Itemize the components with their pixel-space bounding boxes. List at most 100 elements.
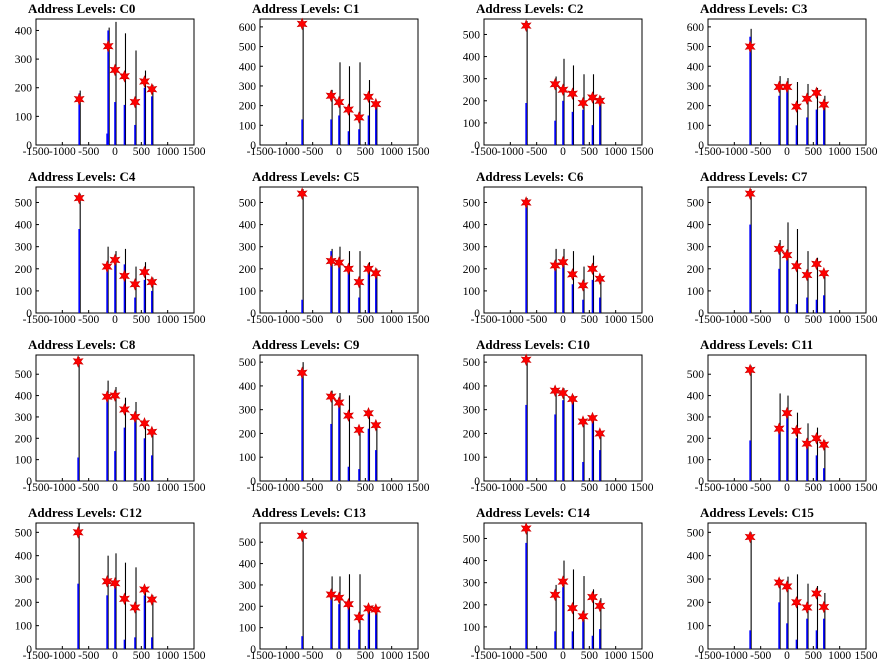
x-tick-label: 1000 — [828, 314, 851, 326]
star-marker — [325, 254, 337, 268]
star-marker — [363, 406, 374, 420]
chart-panel: Address Levels: C8 100 200 300 400 500 0 -1500-… — [0, 336, 224, 504]
x-tick-label: -500 — [526, 482, 547, 494]
star-marker — [587, 590, 598, 604]
x-tick-label: 1500 — [407, 650, 430, 662]
x-tick-label: 1500 — [407, 146, 430, 158]
x-tick-label: -1000 — [721, 482, 748, 494]
x-tick-label: 0 — [112, 650, 118, 662]
star-marker — [325, 588, 337, 601]
star-marker — [781, 580, 793, 593]
star-marker — [567, 268, 578, 281]
x-tick-label: 1000 — [828, 482, 851, 494]
star-marker — [801, 601, 813, 614]
star-marker — [791, 596, 802, 609]
x-tick-label: 0 — [112, 314, 118, 326]
chart-panel: Address Levels: C11 100 200 300 400 500 0 -1500… — [672, 336, 896, 504]
y-tick-label: 0 — [250, 140, 256, 152]
y-tick-label: 300 — [15, 242, 33, 254]
x-tick-label: 1500 — [407, 482, 430, 494]
chart-panel: Address Levels: C9 100 200 300 400 500 0 -1500-… — [224, 336, 448, 504]
x-tick-label: 1500 — [407, 314, 430, 326]
star-marker — [801, 437, 813, 450]
x-tick-label: 1000 — [604, 146, 627, 158]
star-marker — [744, 40, 756, 53]
y-tick-label: 500 — [463, 533, 481, 545]
y-tick-label: 400 — [239, 559, 257, 571]
x-tick-label: -500 — [526, 146, 547, 158]
x-tick-label: -1000 — [721, 314, 748, 326]
chart-panel: Address Levels: C14 100 200 300 400 500 0 -1500… — [448, 504, 672, 672]
star-marker — [594, 94, 606, 108]
x-tick-label: -1500 — [695, 146, 722, 158]
x-tick-label: 1500 — [855, 650, 878, 662]
x-tick-label: 1000 — [156, 146, 179, 158]
star-marker — [129, 410, 141, 424]
star-marker — [818, 266, 830, 280]
x-tick-label: 0 — [784, 482, 790, 494]
y-tick-label: 500 — [687, 369, 705, 381]
star-marker — [101, 260, 113, 273]
y-tick-label: 500 — [687, 197, 705, 209]
chart-svg: Address Levels: C141002003004005000-1500… — [463, 505, 654, 662]
x-tick-label: -1000 — [273, 650, 300, 662]
star-marker — [781, 248, 793, 262]
star-marker — [343, 262, 354, 276]
star-marker — [370, 266, 382, 280]
y-tick-label: 400 — [15, 551, 33, 563]
x-tick-label: 1000 — [156, 650, 179, 662]
x-tick-label: -500 — [78, 146, 99, 158]
x-tick-label: -500 — [302, 650, 323, 662]
star-marker — [343, 597, 354, 611]
star-marker — [567, 601, 578, 615]
chart-panel: Address Levels: C0 100 200 300 400 0 -1500 -100… — [0, 0, 224, 168]
chart-svg: Address Levels: C121002003004005000-1500… — [15, 505, 206, 662]
x-tick-label: -1000 — [49, 482, 76, 494]
star-marker — [353, 111, 365, 124]
y-tick-label: 0 — [474, 644, 480, 656]
chart-svg: Address Levels: C71002003004005000-1500-… — [687, 169, 878, 326]
y-tick-label: 0 — [474, 476, 480, 488]
y-tick-label: 600 — [687, 22, 705, 34]
y-tick-label: 300 — [463, 578, 481, 590]
star-marker — [343, 103, 354, 116]
x-tick-label: 1000 — [604, 314, 627, 326]
star-marker — [72, 526, 84, 539]
star-marker — [370, 97, 382, 111]
star-marker — [363, 602, 374, 615]
star-marker — [119, 592, 130, 606]
star-marker — [109, 63, 121, 77]
y-tick-label: 200 — [15, 597, 33, 609]
y-tick-label: 300 — [687, 574, 705, 586]
y-tick-label: 400 — [239, 381, 257, 393]
y-tick-label: 600 — [239, 22, 257, 34]
y-tick-label: 0 — [250, 308, 256, 320]
y-tick-label: 400 — [687, 61, 705, 73]
star-marker — [744, 187, 756, 200]
star-marker — [296, 529, 308, 543]
chart-svg: Address Levels: C131002003004005000-1500… — [239, 505, 430, 662]
chart-title: Address Levels: C9 — [252, 337, 360, 352]
x-tick-label: 1500 — [855, 482, 878, 494]
x-tick-label: 500 — [133, 146, 151, 158]
x-tick-label: -1000 — [49, 314, 76, 326]
y-tick-label: 100 — [463, 286, 481, 298]
star-marker — [119, 269, 130, 283]
y-tick-label: 400 — [463, 52, 481, 64]
y-tick-label: 100 — [15, 455, 33, 467]
x-tick-label: -1000 — [273, 314, 300, 326]
y-tick-label: 300 — [463, 74, 481, 86]
y-tick-label: 0 — [26, 476, 32, 488]
y-tick-label: 400 — [463, 220, 481, 232]
x-tick-label: -500 — [526, 650, 547, 662]
star-marker — [549, 588, 561, 602]
x-tick-label: -1500 — [471, 650, 498, 662]
x-tick-label: -1500 — [471, 146, 498, 158]
y-tick-label: 100 — [239, 623, 257, 635]
y-tick-label: 500 — [687, 42, 705, 54]
x-tick-label: -1500 — [471, 314, 498, 326]
x-tick-label: -500 — [750, 146, 771, 158]
chart-svg: Address Levels: C61002003004005000-1500-… — [463, 169, 654, 326]
star-marker — [773, 576, 785, 589]
